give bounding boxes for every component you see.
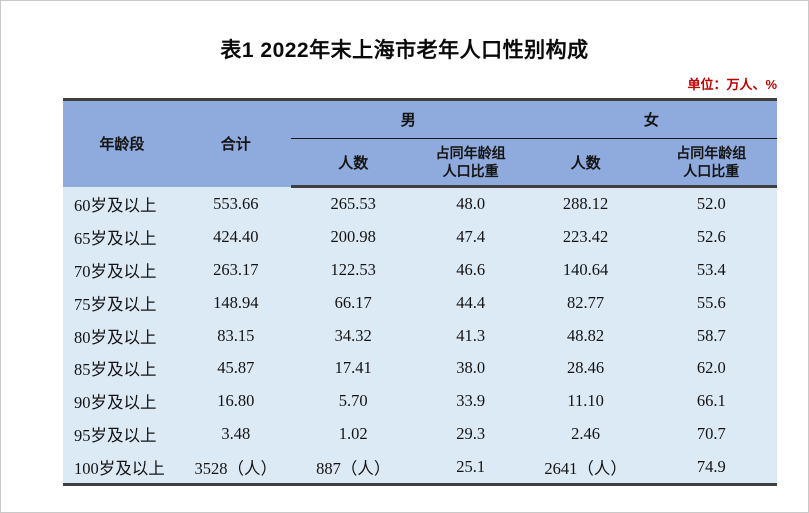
cell-total: 148.94: [180, 286, 291, 320]
cell-female-count: 82.77: [525, 286, 646, 320]
cell-male-count: 66.17: [290, 286, 416, 320]
cell-male-share: 46.6: [415, 253, 526, 287]
cell-female-count: 140.64: [525, 253, 646, 287]
header-female-share: 占同年龄组 人口比重: [645, 138, 777, 188]
cell-male-count: 1.02: [290, 417, 416, 451]
cell-male-share: 38.0: [415, 351, 526, 385]
header-female-share-line1: 占同年龄组: [676, 144, 747, 161]
cell-male-share: 44.4: [415, 286, 526, 320]
table-row: 90岁及以上 16.80 5.70 33.9 11.10 66.1: [63, 384, 777, 418]
cell-age: 95岁及以上: [63, 417, 181, 451]
header-male-share-line1: 占同年龄组: [435, 144, 506, 161]
header-female-share-line2: 人口比重: [683, 163, 740, 179]
cell-male-count: 887（人）: [290, 450, 416, 487]
table-title: 表1 2022年末上海市老年人口性别构成: [220, 39, 589, 62]
cell-age: 80岁及以上: [63, 319, 181, 352]
cell-total: 553.66: [180, 186, 291, 221]
cell-female-count: 288.12: [525, 186, 646, 221]
cell-female-count: 2.46: [525, 417, 646, 451]
cell-total: 424.40: [180, 220, 291, 254]
cell-female-share: 62.0: [645, 351, 777, 385]
cell-female-count: 2641（人）: [525, 450, 646, 487]
cell-female-share: 55.6: [645, 286, 777, 320]
cell-male-count: 5.70: [290, 384, 416, 418]
table-row: 75岁及以上 148.94 66.17 44.4 82.77 55.6: [63, 286, 777, 320]
header-female-count: 人数: [525, 138, 646, 188]
cell-total: 3.48: [180, 417, 291, 451]
cell-female-count: 223.42: [525, 220, 646, 254]
cell-male-count: 17.41: [290, 351, 416, 385]
table-body: 60岁及以上 553.66 265.53 48.0 288.12 52.0 65…: [63, 186, 777, 487]
header-row-subcolumns: 人数 占同年龄组 人口比重 人数 占同年龄组 人口比重: [63, 138, 777, 188]
cell-female-share: 58.7: [645, 319, 777, 352]
cell-female-share: 66.1: [645, 384, 777, 418]
cell-male-count: 34.32: [290, 319, 416, 352]
table-row: 65岁及以上 424.40 200.98 47.4 223.42 52.6: [63, 220, 777, 254]
cell-male-share: 47.4: [415, 220, 526, 254]
cell-female-share: 52.6: [645, 220, 777, 254]
table-row: 70岁及以上 263.17 122.53 46.6 140.64 53.4: [63, 253, 777, 287]
cell-total: 263.17: [180, 253, 291, 287]
cell-total: 45.87: [180, 351, 291, 385]
cell-age: 75岁及以上: [63, 286, 181, 320]
unit-note: 单位：万人、%: [687, 77, 777, 92]
cell-age: 65岁及以上: [63, 220, 181, 254]
cell-male-share: 41.3: [415, 319, 526, 352]
header-male-share: 占同年龄组 人口比重: [415, 138, 526, 188]
header-male-group: 男: [290, 98, 526, 139]
cell-male-count: 122.53: [290, 253, 416, 287]
header-female-group: 女: [525, 98, 777, 139]
header-age-group: 年龄段: [63, 98, 181, 187]
table-row: 85岁及以上 45.87 17.41 38.0 28.46 62.0: [63, 351, 777, 385]
table-row: 100岁及以上 3528（人） 887（人） 25.1 2641（人） 74.9: [63, 450, 777, 487]
population-gender-table: 年龄段 合计 男 女 人数 占同年龄组 人口比重 人数 占同年龄组 人口比重: [63, 98, 777, 487]
cell-total: 83.15: [180, 319, 291, 352]
cell-age: 85岁及以上: [63, 351, 181, 385]
header-total: 合计: [180, 98, 291, 187]
table-row: 60岁及以上 553.66 265.53 48.0 288.12 52.0: [63, 186, 777, 221]
cell-male-count: 265.53: [290, 186, 416, 221]
cell-male-share: 33.9: [415, 384, 526, 418]
cell-age: 90岁及以上: [63, 384, 181, 418]
header-row-groups: 年龄段 合计 男 女: [63, 98, 777, 187]
cell-age: 70岁及以上: [63, 253, 181, 287]
cell-male-share: 48.0: [415, 186, 526, 221]
cell-female-share: 53.4: [645, 253, 777, 287]
header-male-share-line2: 人口比重: [442, 163, 499, 179]
table-row: 95岁及以上 3.48 1.02 29.3 2.46 70.7: [63, 417, 777, 451]
cell-total: 3528（人）: [180, 450, 291, 487]
cell-male-count: 200.98: [290, 220, 416, 254]
table-row: 80岁及以上 83.15 34.32 41.3 48.82 58.7: [63, 319, 777, 352]
cell-age: 60岁及以上: [63, 186, 181, 221]
cell-male-share: 25.1: [415, 450, 526, 487]
cell-total: 16.80: [180, 384, 291, 418]
cell-female-count: 28.46: [525, 351, 646, 385]
cell-female-count: 48.82: [525, 319, 646, 352]
cell-age: 100岁及以上: [63, 450, 181, 487]
cell-female-share: 70.7: [645, 417, 777, 451]
cell-female-count: 11.10: [525, 384, 646, 418]
table-header: 年龄段 合计 男 女 人数 占同年龄组 人口比重 人数 占同年龄组 人口比重: [63, 98, 777, 188]
cell-female-share: 52.0: [645, 186, 777, 221]
cell-male-share: 29.3: [415, 417, 526, 451]
header-male-count: 人数: [290, 138, 416, 188]
cell-female-share: 74.9: [645, 450, 777, 487]
